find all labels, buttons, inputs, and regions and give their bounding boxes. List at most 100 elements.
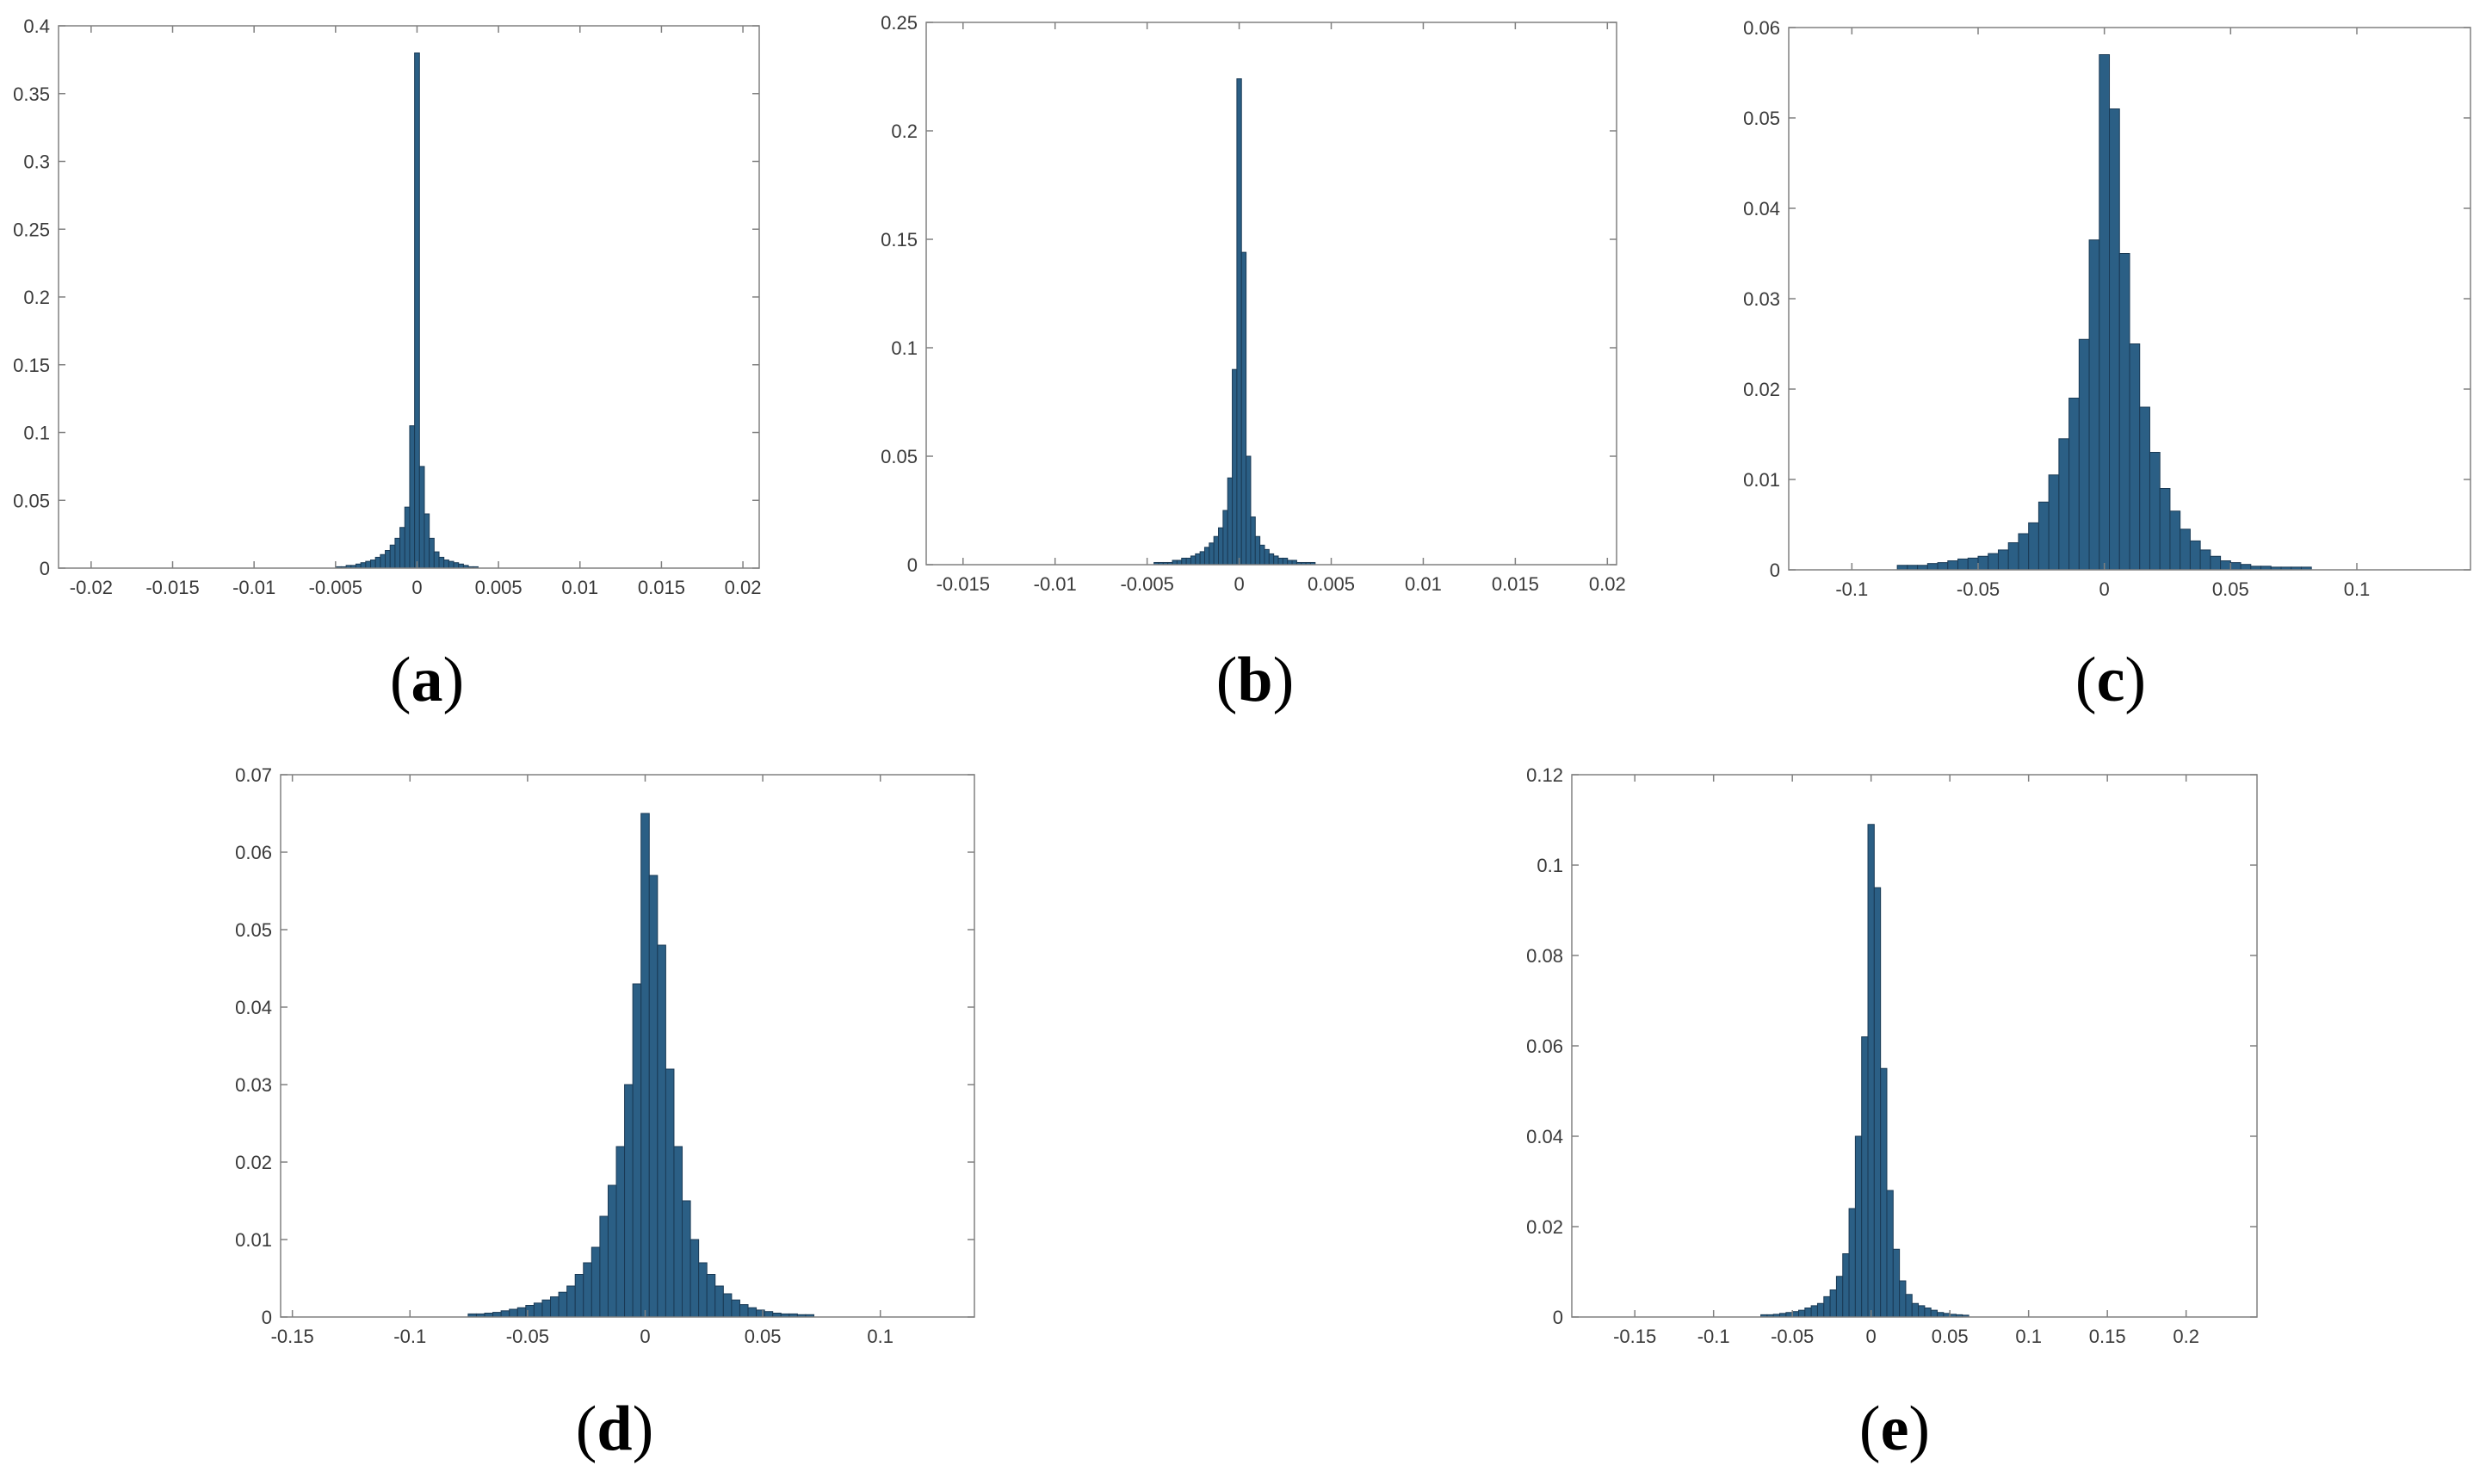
histogram-bar	[2109, 108, 2120, 571]
histogram-bar	[429, 537, 435, 569]
y-tick-label: 0	[40, 558, 50, 579]
histogram-bar	[2038, 501, 2050, 571]
histogram-bar	[1236, 78, 1242, 566]
y-tick-label: 0.02	[1743, 379, 1780, 400]
histogram-bar	[2210, 555, 2222, 571]
y-tick-label: 0	[1553, 1307, 1563, 1328]
x-tick-label: -0.1	[393, 1326, 426, 1347]
histogram-bar	[1842, 1253, 1850, 1318]
histogram-bar	[1798, 1309, 1806, 1318]
x-tick-label: 0	[411, 577, 422, 598]
histogram-bar	[516, 1307, 527, 1318]
histogram-bar	[1823, 1295, 1831, 1318]
histogram-bar	[607, 1184, 617, 1318]
histogram-bar	[1199, 551, 1205, 566]
histogram-bar	[2199, 549, 2211, 571]
histogram-bar	[399, 527, 405, 569]
y-tick-label: 0.04	[235, 997, 272, 1018]
y-tick-label: 0.08	[1526, 945, 1563, 967]
x-tick-label: 0	[2099, 578, 2110, 600]
histogram-bar	[698, 1262, 708, 1318]
y-tick-label: 0.1	[891, 337, 918, 359]
chart-panel-a: -0.02 -0.015 -0.01 -0.005 0 0.005 0.01 0.015 0.0…	[0, 0, 775, 620]
histogram-bar	[1977, 555, 1989, 571]
histogram-bar	[2007, 542, 2019, 571]
y-tick-label: 0.35	[13, 83, 50, 105]
histogram-bar	[360, 562, 367, 569]
histogram-bar	[2149, 452, 2161, 571]
histogram-bar	[689, 1239, 700, 1318]
histogram-bar	[1246, 455, 1252, 566]
histogram-bar	[706, 1274, 716, 1318]
histogram-bar	[1218, 527, 1224, 566]
x-tick-label: 0.015	[638, 577, 685, 598]
histogram-bar	[657, 944, 666, 1318]
y-tick-label: 0.25	[13, 219, 50, 240]
histogram-bar	[1880, 1067, 1888, 1318]
y-tick-label: 0.2	[891, 121, 918, 142]
histogram-bar	[1232, 368, 1238, 566]
histogram-bar	[1791, 1311, 1799, 1318]
y-tick-label: 0.01	[1743, 469, 1780, 491]
histogram-bar	[380, 553, 386, 569]
chart-panel-c: -0.1 -0.05 0 0.05 0.1 0 0.01 0.02 0.03 0.04 0.05 0.…	[1713, 0, 2492, 620]
chart-panel-d: -0.15 -0.1 -0.05 0 0.05 0.1 0 0.01 0.02 0.03 0.04 0…	[224, 749, 999, 1369]
y-tick-label: 0	[907, 554, 918, 576]
x-tick-label: 0.01	[561, 577, 598, 598]
y-tick-label: 0.2	[23, 287, 50, 308]
panel-label-a: (a)	[389, 645, 465, 715]
histogram-b: -0.015 -0.01 -0.005 0 0.005 0.01 0.015 0.02 0 0.0…	[881, 12, 1626, 595]
histogram-bar	[2159, 488, 2171, 571]
y-tick-label: 0.15	[881, 229, 918, 250]
histogram-bar	[2229, 562, 2242, 571]
histogram-bar	[1937, 562, 1949, 571]
y-tick-label: 0.02	[235, 1152, 272, 1173]
x-tick-label: 0.02	[725, 577, 762, 598]
histogram-d: -0.15 -0.1 -0.05 0 0.05 0.1 0 0.01 0.02 0.03 0.04 0…	[235, 764, 975, 1347]
histogram-bar	[2088, 239, 2100, 571]
histogram-bar	[764, 1311, 774, 1318]
histogram-bar	[747, 1307, 757, 1318]
panel-label-d: (d)	[575, 1394, 654, 1464]
y-tick-label: 0.06	[235, 842, 272, 863]
histogram-bar	[640, 813, 650, 1318]
histogram-bar	[443, 560, 449, 569]
x-tick-label: -0.01	[232, 577, 275, 598]
histogram-bar	[599, 1215, 609, 1318]
x-tick-label: -0.05	[1771, 1326, 1814, 1347]
histogram-bar	[1222, 510, 1228, 566]
x-tick-label: 0	[640, 1326, 650, 1347]
plot-frame	[280, 774, 975, 1318]
plot-frame	[1571, 774, 2258, 1318]
y-tick-label: 0	[262, 1307, 272, 1328]
histogram-bar	[2058, 438, 2070, 571]
histogram-bar	[492, 1312, 502, 1318]
histogram-bar	[624, 1084, 634, 1318]
histogram-bar	[1937, 1312, 1945, 1318]
panel-label-c: (c)	[2075, 645, 2147, 715]
y-tick-label: 0.12	[1526, 764, 1563, 786]
histogram-bar	[2240, 564, 2252, 571]
y-tick-label: 0.05	[881, 446, 918, 467]
y-tick-label: 0.4	[23, 15, 50, 37]
histogram-bar	[1911, 1302, 1920, 1318]
histogram-bar	[2028, 522, 2039, 571]
histogram-bar	[1835, 1276, 1844, 1318]
x-tick-label: -0.05	[506, 1326, 549, 1347]
histogram-bar	[453, 562, 460, 569]
histogram-bar	[1899, 1280, 1907, 1318]
plot-frame	[58, 25, 760, 569]
histogram-bar	[1213, 535, 1220, 566]
histogram-bar	[714, 1285, 724, 1318]
x-tick-label: 0.05	[1932, 1326, 1969, 1347]
x-tick-label: 0.02	[1589, 573, 1626, 595]
x-tick-label: 0	[1234, 573, 1244, 595]
histogram-bar	[509, 1308, 518, 1318]
x-tick-label: -0.15	[271, 1326, 314, 1347]
histogram-bar	[1277, 557, 1283, 566]
x-tick-label: -0.005	[1120, 573, 1173, 595]
histogram-bar	[1947, 560, 1959, 571]
histogram-bar	[1209, 542, 1215, 566]
histogram-bar	[591, 1246, 601, 1318]
y-tick-label: 0.05	[235, 919, 272, 941]
